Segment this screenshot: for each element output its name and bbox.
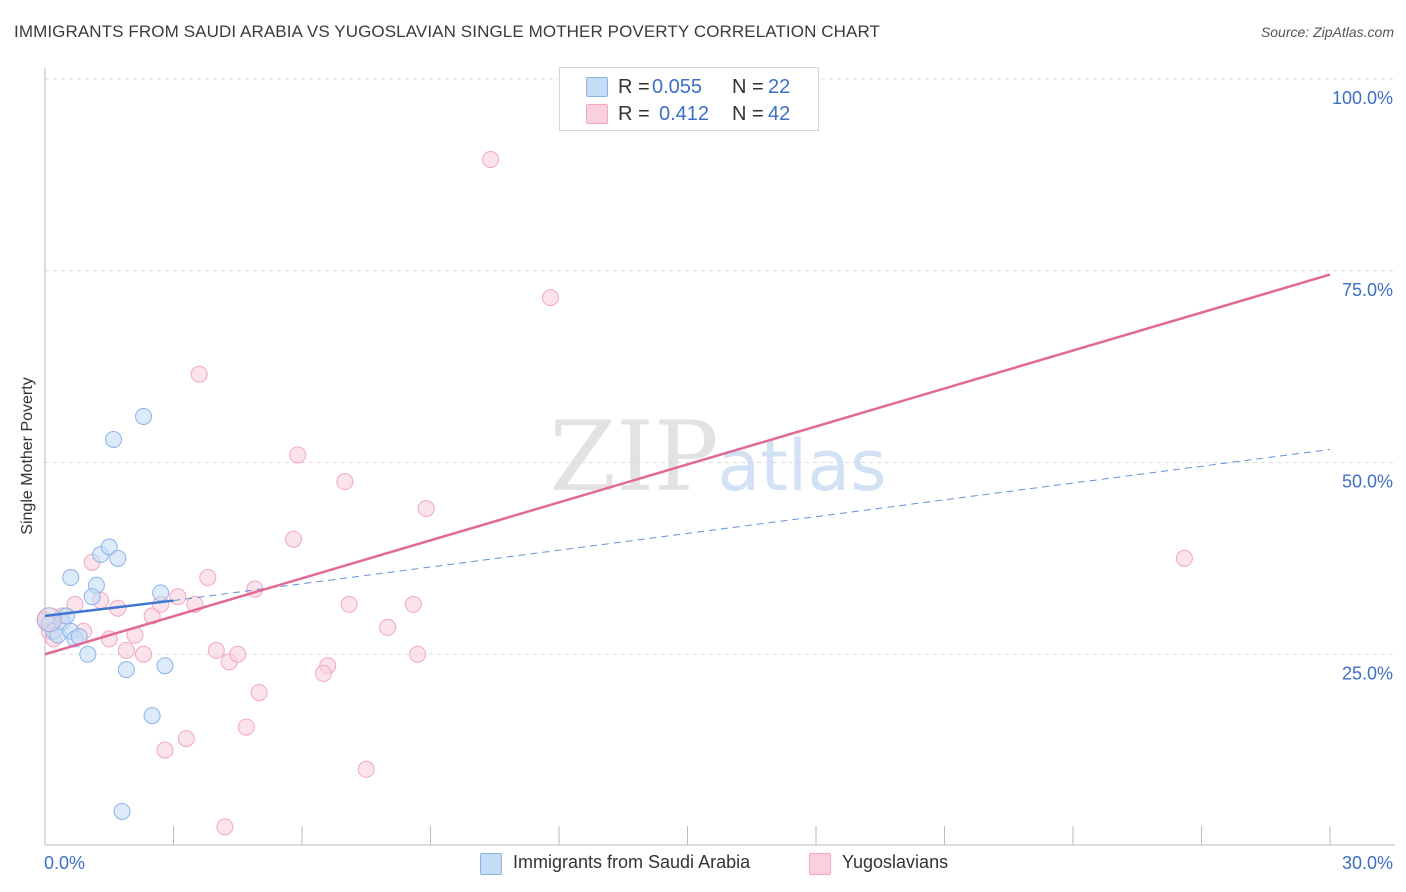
- legend-n-value: 22: [768, 76, 791, 98]
- watermark-atlas: atlas: [717, 425, 886, 507]
- legend-r-value: 0.055: [652, 76, 703, 98]
- point-saudi-arabia: [109, 549, 127, 567]
- point-yugoslavians: [481, 151, 499, 169]
- point-yugoslavians: [199, 569, 217, 587]
- point-yugoslavians: [357, 760, 375, 778]
- point-yugoslavians: [284, 530, 302, 548]
- point-yugoslavians: [135, 645, 153, 663]
- point-yugoslavians: [190, 365, 208, 383]
- point-yugoslavians: [156, 741, 174, 759]
- point-saudi-arabia: [156, 657, 174, 675]
- point-yugoslavians: [216, 818, 234, 836]
- point-yugoslavians: [336, 473, 354, 491]
- point-saudi-arabia: [152, 584, 170, 602]
- trend-lines: [44, 273, 1331, 656]
- stats-legend: R = 0.055 N = 22 R = 0.412 N = 42: [559, 67, 819, 131]
- y-tick-label: 100.0%: [1332, 88, 1393, 108]
- y-tick-label: 25.0%: [1342, 663, 1393, 683]
- point-saudi-arabia: [117, 661, 135, 679]
- bottom-legend-label: Immigrants from Saudi Arabia: [513, 852, 751, 872]
- point-saudi-arabia: [105, 430, 123, 448]
- point-saudi-arabia-cluster: [36, 607, 62, 633]
- point-yugoslavians: [207, 641, 225, 659]
- tick-labels: 25.0% 50.0% 75.0% 100.0% 0.0% 30.0%: [44, 88, 1393, 873]
- x-tick-label: 30.0%: [1342, 853, 1393, 873]
- point-saudi-arabia: [135, 407, 153, 425]
- y-axis-label: Single Mother Poverty: [19, 377, 36, 535]
- legend-n-label: N =: [732, 103, 764, 125]
- source-label: Source: ZipAtlas.com: [1260, 24, 1394, 40]
- point-yugoslavians: [177, 730, 195, 748]
- point-yugoslavians: [289, 446, 307, 464]
- point-yugoslavians: [1175, 549, 1193, 567]
- point-saudi-arabia: [113, 802, 131, 820]
- point-yugoslavians: [541, 289, 559, 307]
- series-yugoslavians: [36, 151, 1193, 836]
- chart-title: IMMIGRANTS FROM SAUDI ARABIA VS YUGOSLAV…: [14, 22, 881, 41]
- point-yugoslavians: [404, 595, 422, 613]
- legend-r-label: R =: [618, 76, 650, 98]
- trend-line-saudi-arabia: [44, 599, 174, 618]
- y-tick-label: 75.0%: [1342, 280, 1393, 300]
- point-yugoslavians: [237, 718, 255, 736]
- legend-n-label: N =: [732, 76, 764, 98]
- legend-swatch-blue: [586, 77, 608, 97]
- point-saudi-arabia: [100, 538, 118, 556]
- legend-r-label: R =: [618, 103, 650, 125]
- bottom-legend-swatch-blue: [480, 853, 502, 875]
- grid-lines: [45, 78, 1395, 655]
- trend-line-saudi-arabia-dashed: [173, 448, 1331, 602]
- x-tick-label: 0.0%: [44, 853, 85, 873]
- axes: [44, 68, 1395, 846]
- point-saudi-arabia: [143, 707, 161, 725]
- point-yugoslavians: [340, 595, 358, 613]
- watermark-zip: ZIP: [549, 401, 718, 513]
- y-tick-label: 50.0%: [1342, 472, 1393, 492]
- legend-n-value: 42: [768, 103, 791, 125]
- legend-r-value: 0.412: [659, 103, 710, 125]
- point-yugoslavians: [417, 500, 435, 518]
- point-yugoslavians: [379, 618, 397, 636]
- point-yugoslavians: [250, 684, 268, 702]
- bottom-legend-swatch-pink: [809, 853, 831, 875]
- point-yugoslavians: [169, 588, 187, 606]
- trend-line-yugoslavians: [44, 273, 1331, 656]
- bottom-legend-label: Yugoslavians: [842, 852, 949, 872]
- point-yugoslavians: [314, 664, 332, 682]
- legend-swatch-pink: [586, 104, 608, 124]
- point-saudi-arabia: [62, 569, 80, 587]
- point-saudi-arabia: [83, 588, 101, 606]
- point-yugoslavians: [229, 645, 247, 663]
- point-yugoslavians: [117, 641, 135, 659]
- point-yugoslavians: [409, 645, 427, 663]
- series-saudi-arabia: [36, 407, 174, 820]
- point-saudi-arabia: [79, 645, 97, 663]
- watermark: ZIP atlas: [549, 401, 886, 513]
